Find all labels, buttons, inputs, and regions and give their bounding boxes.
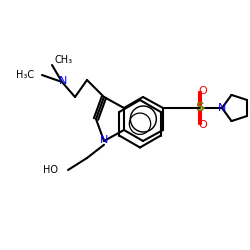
Text: N: N [59,76,68,86]
Text: O: O [198,120,207,130]
Text: N: N [218,103,226,113]
Text: CH₃: CH₃ [54,55,72,65]
Text: N: N [100,135,108,145]
Text: S: S [196,102,204,114]
Text: O: O [198,86,207,96]
Text: H₃C: H₃C [16,70,34,80]
Text: HO: HO [43,165,58,175]
